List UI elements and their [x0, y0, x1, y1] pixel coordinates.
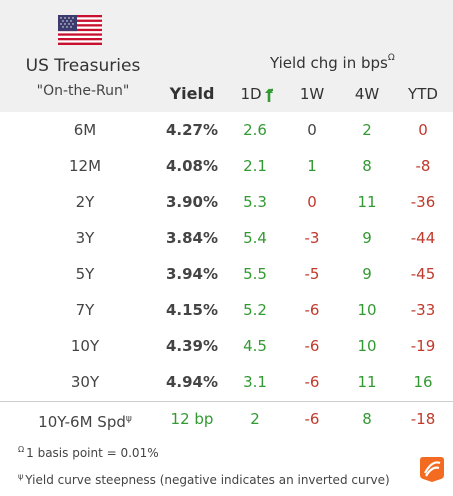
change-1w: 0 — [307, 121, 317, 139]
yield-value: 4.08% — [165, 157, 219, 175]
column-header-ytd[interactable]: YTD — [408, 85, 438, 103]
change-4w: 9 — [362, 265, 372, 283]
table-row: 5Y 3.94% 5.5 -5 9 -45 — [0, 256, 453, 292]
spread-divider — [0, 401, 453, 402]
table-row: 30Y 4.94% 3.1 -6 11 16 — [0, 364, 453, 400]
change-1d: 5.2 — [243, 301, 267, 319]
change-ytd: -8 — [415, 157, 431, 175]
change-1w: 0 — [307, 193, 317, 211]
change-4w: 11 — [357, 373, 377, 391]
change-1w: -6 — [304, 373, 320, 391]
yield-change-header: Yield chg in bpsΩ — [270, 53, 395, 72]
footnote-marker: Ω — [387, 53, 395, 63]
column-header-4w[interactable]: 4W — [354, 85, 380, 103]
change-1d: 5.5 — [243, 265, 267, 283]
yield-value: 3.94% — [165, 265, 219, 283]
yield-value: 4.94% — [165, 373, 219, 391]
change-1d: 4.5 — [243, 337, 267, 355]
change-1w: -3 — [304, 229, 320, 247]
change-1w: -6 — [304, 337, 320, 355]
footnote-text: Yield curve steepness (negative indicate… — [25, 473, 390, 487]
maturity-label: 12M — [68, 157, 102, 175]
change-1d: 3.1 — [243, 373, 267, 391]
sort-arrow-icon — [264, 88, 273, 102]
table-subtitle: "On-the-Run" — [36, 83, 130, 99]
footnote-text: 1 basis point = 0.01% — [26, 446, 159, 460]
change-4w: 10 — [357, 301, 377, 319]
column-header-1d[interactable]: 1D — [233, 85, 283, 103]
maturity-label: 3Y — [75, 229, 95, 247]
change-1d: 5.4 — [243, 229, 267, 247]
column-header-label: 1D — [240, 85, 262, 103]
table-row: 7Y 4.15% 5.2 -6 10 -33 — [0, 292, 453, 328]
change-1w: -6 — [304, 301, 320, 319]
spread-row: 10Y-6M Spdψ 12 bp 2 -6 8 -18 — [0, 401, 453, 437]
change-1w: -5 — [304, 265, 320, 283]
spread-change-4w: 8 — [362, 410, 372, 428]
table-header: US Treasuries "On-the-Run" Yield Yield c… — [0, 0, 453, 112]
table-row: 3Y 3.84% 5.4 -3 9 -44 — [0, 220, 453, 256]
yield-value: 4.39% — [165, 337, 219, 355]
footnote-marker: ψ — [125, 414, 132, 424]
spread-change-ytd: -18 — [410, 410, 436, 428]
change-1d: 2.6 — [243, 121, 267, 139]
brand-logo-icon[interactable] — [419, 455, 445, 483]
change-4w: 8 — [362, 157, 372, 175]
spread-label-text: 10Y-6M Spd — [38, 413, 126, 431]
change-ytd: 0 — [418, 121, 428, 139]
maturity-label: 6M — [73, 121, 97, 139]
yield-value: 4.27% — [165, 121, 219, 139]
maturity-label: 10Y — [70, 337, 100, 355]
change-1d: 2.1 — [243, 157, 267, 175]
change-4w: 10 — [357, 337, 377, 355]
table-row: 10Y 4.39% 4.5 -6 10 -19 — [0, 328, 453, 364]
yield-value: 3.90% — [165, 193, 219, 211]
change-ytd: -45 — [410, 265, 436, 283]
change-4w: 2 — [362, 121, 372, 139]
spread-change-1d: 2 — [250, 410, 260, 428]
change-1w: 1 — [307, 157, 317, 175]
maturity-label: 30Y — [70, 373, 100, 391]
footnote-marker: ψ — [18, 472, 24, 481]
yield-value: 4.15% — [165, 301, 219, 319]
maturity-label: 5Y — [75, 265, 95, 283]
us-flag-icon — [58, 15, 102, 45]
spread-value: 12 bp — [170, 410, 214, 428]
spread-change-1w: -6 — [304, 410, 320, 428]
yield-column-header: Yield — [169, 84, 215, 103]
change-ytd: -19 — [410, 337, 436, 355]
change-4w: 11 — [357, 193, 377, 211]
yield-change-label: Yield chg in bps — [270, 54, 388, 72]
table-title: US Treasuries — [25, 56, 141, 76]
table-row: 2Y 3.90% 5.3 0 11 -36 — [0, 184, 453, 220]
change-1d: 5.3 — [243, 193, 267, 211]
change-ytd: 16 — [413, 373, 433, 391]
table-row: 12M 4.08% 2.1 1 8 -8 — [0, 148, 453, 184]
table-row: 6M 4.27% 2.6 0 2 0 — [0, 112, 453, 148]
yield-value: 3.84% — [165, 229, 219, 247]
change-ytd: -44 — [410, 229, 436, 247]
change-ytd: -36 — [410, 193, 436, 211]
spread-label: 10Y-6M Spdψ — [18, 401, 152, 437]
change-4w: 9 — [362, 229, 372, 247]
footnote-marker: Ω — [18, 445, 25, 454]
maturity-label: 7Y — [75, 301, 95, 319]
footnote-curve-steepness: ψ Yield curve steepness (negative indicat… — [18, 472, 390, 487]
change-ytd: -33 — [410, 301, 436, 319]
maturity-label: 2Y — [75, 193, 95, 211]
column-header-1w[interactable]: 1W — [299, 85, 325, 103]
